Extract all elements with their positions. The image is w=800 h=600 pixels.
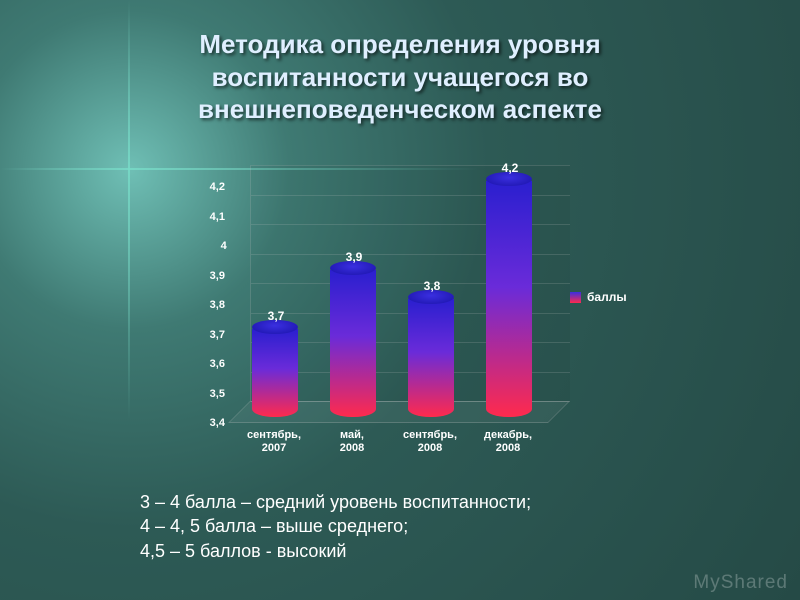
legend-swatch: [570, 292, 581, 303]
bar-chart: 3,7сентябрь,20073,9май,20083,8сентябрь,2…: [170, 155, 630, 465]
bar: 3,9май,2008: [324, 268, 370, 424]
legend-label: баллы: [587, 290, 627, 304]
y-tick-label: 3,7: [210, 329, 225, 341]
bar-body: [252, 329, 298, 418]
footer-line: 3 – 4 балла – средний уровень воспитанно…: [140, 490, 531, 514]
title-line: воспитанности учащегося во: [0, 61, 800, 94]
bar-value-label: 4,2: [470, 161, 550, 175]
bar-value-label: 3,7: [236, 309, 316, 323]
bar-body: [330, 270, 376, 418]
y-tick-label: 4: [221, 240, 227, 252]
y-tick-label: 3,9: [210, 270, 225, 282]
x-tick-label: декабрь,2008: [468, 429, 548, 455]
title-line: внешнеповеденческом аспекте: [0, 93, 800, 126]
bar-body: [408, 299, 454, 417]
bar-value-label: 3,9: [314, 250, 394, 264]
y-tick-label: 4,2: [210, 181, 225, 193]
bar: 3,7сентябрь,2007: [246, 327, 292, 424]
y-tick-label: 4,1: [210, 211, 225, 223]
legend: баллы: [570, 290, 627, 304]
bar-value-label: 3,8: [392, 279, 472, 293]
plot-area: 3,7сентябрь,2007 3,9май,2008 3,8сентябрь,2…: [228, 165, 548, 423]
x-tick-label: сентябрь,2007: [234, 429, 314, 455]
footer-line: 4,5 – 5 баллов - высокий: [140, 539, 531, 563]
bar-body: [486, 181, 532, 417]
bar: 3,8сентябрь,2008: [402, 297, 448, 423]
footer-text: 3 – 4 балла – средний уровень воспитанно…: [140, 490, 531, 563]
x-tick-label: май,2008: [312, 429, 392, 455]
y-tick-label: 3,4: [210, 417, 225, 429]
page-title: Методика определения уровня воспитанност…: [0, 28, 800, 126]
footer-line: 4 – 4, 5 балла – выше среднего;: [140, 514, 531, 538]
watermark: MyShared: [693, 572, 788, 594]
title-line: Методика определения уровня: [0, 28, 800, 61]
bar: 4,2декабрь,2008: [480, 179, 526, 423]
y-tick-label: 3,6: [210, 358, 225, 370]
x-tick-label: сентябрь,2008: [390, 429, 470, 455]
y-tick-label: 3,8: [210, 299, 225, 311]
y-tick-label: 3,5: [210, 388, 225, 400]
